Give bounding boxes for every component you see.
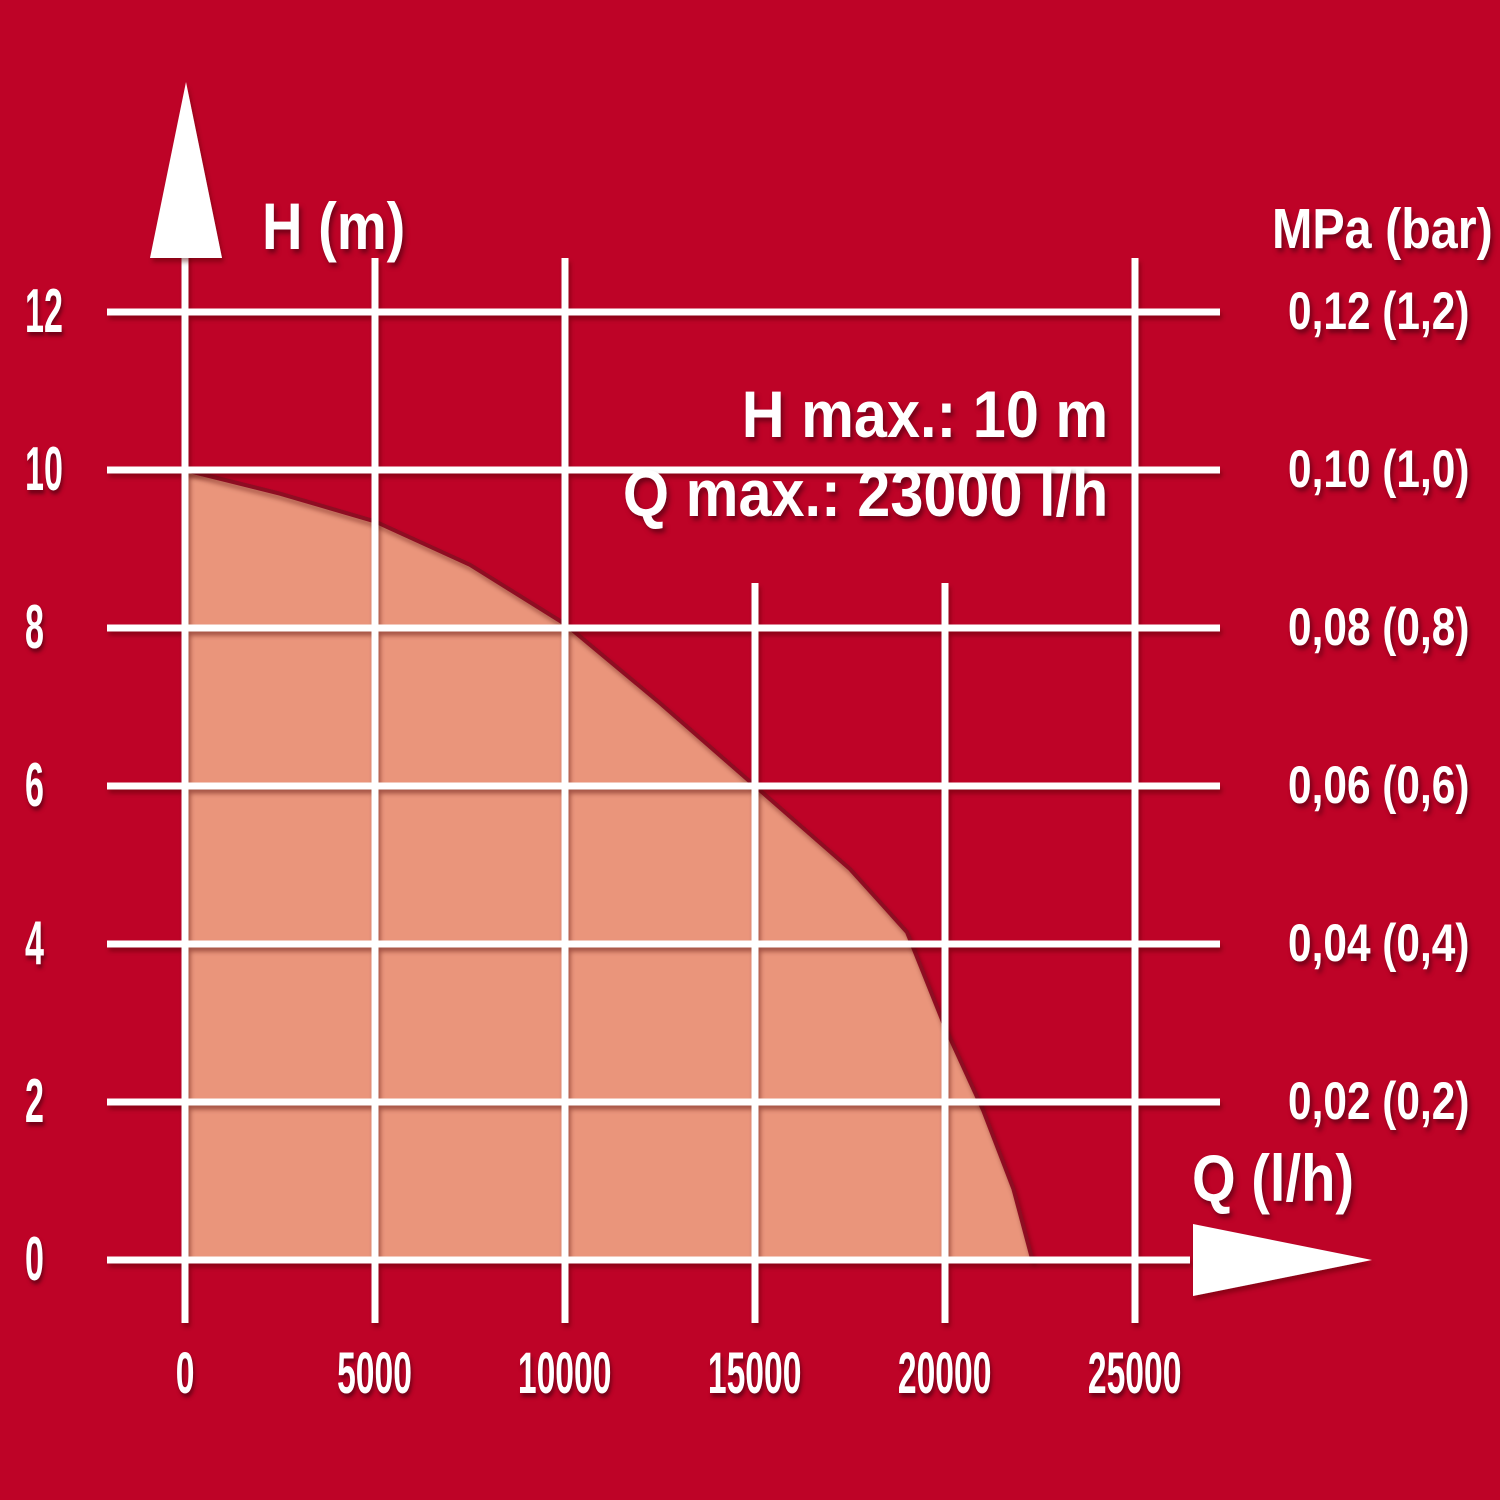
x-axis-title: Q (l/h) [1192,1140,1383,1216]
right-axis-title: MPa (bar) [1272,196,1500,262]
y-tick-label-4-text: 4 [25,909,44,978]
y-tick-label-12: 12 [25,272,94,352]
right-tick-label-10-text: 0,10 (1,0) [1288,440,1470,499]
x-axis-arrow-icon [1193,1224,1372,1296]
y-tick-label-2: 2 [25,1062,59,1142]
x-tick-label-5000: 5000 [265,1340,485,1407]
right-tick-label-6: 0,06 (0,6) [1288,746,1500,826]
y-tick-label-6: 6 [25,746,59,826]
max-values-annotation: H max.: 10 m Q max.: 23000 l/h [569,375,1108,533]
q-max-annotation: Q max.: 23000 l/h [622,456,1108,530]
y-axis-arrow-icon [150,82,222,258]
y-axis-title-text: H (m) [262,189,406,263]
y-tick-label-12-text: 12 [25,277,63,346]
y-tick-label-10: 10 [25,430,94,510]
x-axis-title-text: Q (l/h) [1192,1141,1355,1215]
right-tick-label-12-text: 0,12 (1,2) [1288,282,1470,341]
right-tick-label-10: 0,10 (1,0) [1288,430,1500,510]
y-tick-label-8: 8 [25,588,59,668]
right-tick-label-8: 0,08 (0,8) [1288,588,1500,668]
x-tick-label-15000: 15000 [645,1340,865,1407]
y-tick-label-10-text: 10 [25,435,63,504]
x-tick-label-25000-text: 25000 [1088,1341,1182,1406]
right-tick-label-8-text: 0,08 (0,8) [1288,598,1470,657]
x-tick-label-0: 0 [75,1340,295,1407]
right-tick-label-4-text: 0,04 (0,4) [1288,914,1470,973]
h-max-annotation: H max.: 10 m [741,377,1108,451]
right-tick-label-2: 0,02 (0,2) [1288,1062,1500,1142]
x-tick-label-5000-text: 5000 [337,1341,413,1406]
x-tick-label-20000-text: 20000 [898,1341,992,1406]
x-tick-label-25000: 25000 [1025,1340,1245,1407]
y-tick-label-0-text: 0 [25,1225,44,1294]
operating-area-fill [185,470,1033,1260]
right-tick-label-12: 0,12 (1,2) [1288,272,1500,352]
y-tick-label-2-text: 2 [25,1067,44,1136]
y-tick-label-0: 0 [25,1220,59,1300]
y-tick-label-8-text: 8 [25,593,44,662]
x-tick-label-0-text: 0 [175,1341,195,1406]
x-tick-label-20000: 20000 [835,1340,1055,1407]
y-tick-label-6-text: 6 [25,751,44,820]
right-axis-title-text: MPa (bar) [1272,197,1493,261]
right-tick-label-2-text: 0,02 (0,2) [1288,1072,1470,1131]
right-tick-label-4: 0,04 (0,4) [1288,904,1500,984]
y-axis-title: H (m) [262,188,431,264]
x-tick-label-10000: 10000 [455,1340,675,1407]
x-tick-label-10000-text: 10000 [518,1341,612,1406]
right-tick-label-6-text: 0,06 (0,6) [1288,756,1470,815]
x-tick-label-15000-text: 15000 [708,1341,802,1406]
y-tick-label-4: 4 [25,904,59,984]
